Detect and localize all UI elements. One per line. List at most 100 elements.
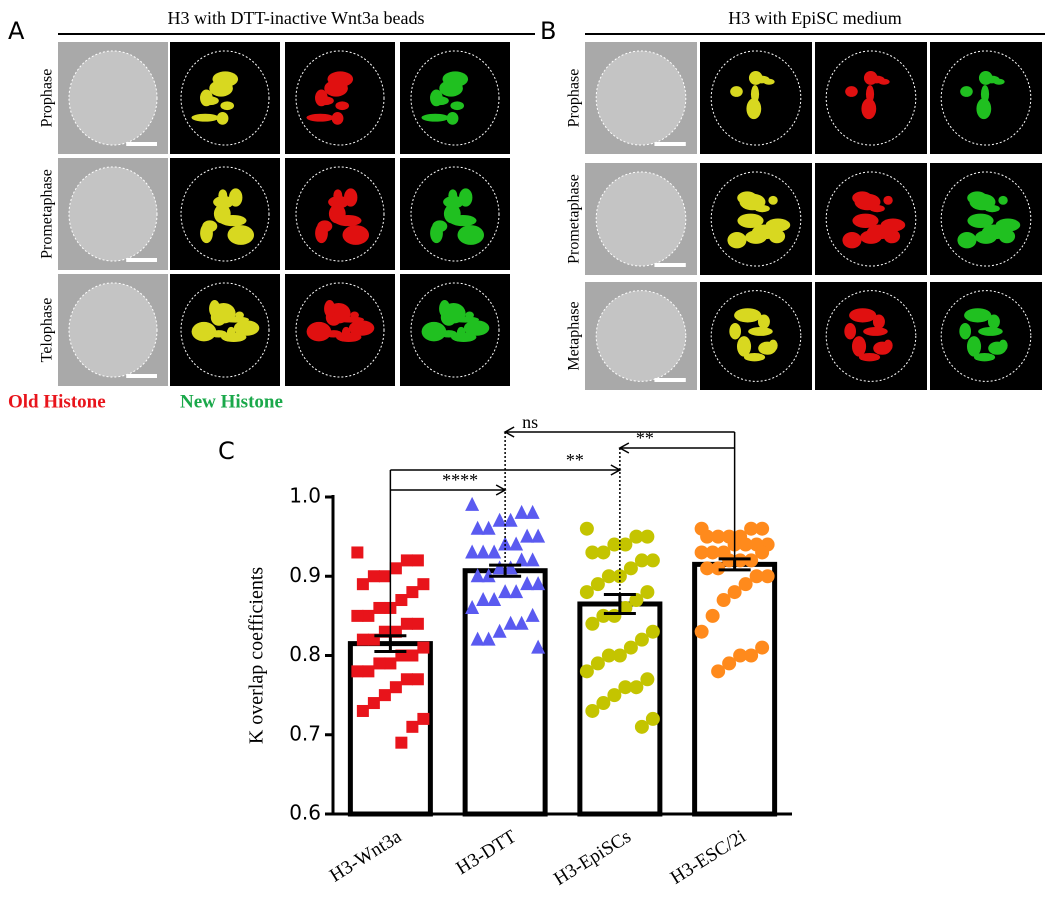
point (520, 576, 535, 591)
point (645, 553, 660, 568)
point (700, 529, 715, 544)
chromatin (324, 300, 336, 318)
chromatin (439, 300, 451, 318)
point (487, 592, 502, 607)
chromatin (331, 206, 345, 217)
point (760, 569, 775, 584)
chromatin (730, 86, 743, 97)
chromatin (966, 336, 982, 357)
point (417, 712, 430, 725)
point (509, 584, 524, 599)
arrowhead (495, 484, 507, 496)
point (705, 545, 720, 560)
point (481, 631, 496, 646)
point (465, 599, 480, 614)
point (711, 529, 726, 544)
point (406, 720, 419, 733)
point (738, 537, 753, 552)
y-tick-label: 0.6 (289, 801, 321, 825)
point (498, 536, 513, 551)
significance: **** (442, 470, 478, 490)
row-label: Prophase (39, 69, 56, 128)
point (514, 504, 529, 519)
chromatin (727, 231, 747, 249)
chromatin (883, 339, 893, 352)
chromatin (216, 112, 229, 125)
point (607, 688, 622, 703)
point (525, 504, 540, 519)
point (531, 528, 546, 543)
chromatin (306, 321, 332, 342)
chromatin (227, 225, 255, 245)
chromatin (228, 188, 243, 207)
point (755, 545, 770, 560)
micrograph (170, 274, 280, 386)
point (476, 592, 491, 607)
point (395, 594, 408, 607)
chromatin (739, 193, 766, 211)
chromatin (880, 218, 906, 232)
chromatin (872, 314, 885, 329)
chromatin (216, 206, 230, 217)
point (634, 553, 649, 568)
point (727, 585, 742, 600)
point (373, 657, 386, 670)
point (367, 697, 380, 710)
point (481, 520, 496, 535)
point (411, 554, 424, 567)
cell-outline (410, 50, 500, 146)
chromatin (342, 225, 370, 245)
row-label: Prophase (566, 69, 583, 128)
cell-outline (180, 50, 270, 146)
chromatin (849, 308, 877, 323)
chromatin (854, 193, 881, 211)
chromatin (421, 321, 447, 342)
chromatin (960, 86, 973, 97)
chromatin (851, 336, 867, 357)
micrograph (400, 274, 510, 386)
point (579, 585, 594, 600)
point (694, 624, 709, 639)
chromatin (315, 223, 328, 244)
chromatin (959, 322, 972, 340)
point (400, 617, 413, 630)
point (645, 711, 660, 726)
chromatin (736, 336, 752, 357)
point (640, 672, 655, 687)
chromatin (446, 112, 459, 125)
chromatin (987, 314, 1000, 329)
chromatin (465, 311, 474, 319)
point (711, 561, 726, 576)
point (744, 521, 759, 536)
micrograph (170, 42, 280, 154)
cell-outline (710, 171, 802, 267)
chromatin (976, 98, 992, 120)
chromatin (748, 327, 773, 336)
point (531, 576, 546, 591)
point (607, 537, 622, 552)
chromatin (746, 98, 762, 120)
point (417, 641, 430, 654)
x-tick-label: H3-ESC/2i (667, 826, 750, 889)
cell-outline (940, 50, 1032, 146)
chromatin (343, 188, 358, 207)
point (503, 560, 518, 575)
point (481, 568, 496, 583)
point (400, 554, 413, 567)
point (389, 681, 402, 694)
cell-outline (180, 166, 270, 262)
panel-label: A (8, 17, 25, 45)
y-tick-label: 0.8 (289, 642, 321, 666)
chromatin (333, 189, 343, 202)
point (525, 607, 540, 622)
panel-title: H3 with EpiSC medium (728, 8, 902, 28)
panel-label: C (218, 437, 235, 465)
bar (692, 561, 778, 817)
micrograph (815, 282, 927, 390)
micrograph (285, 42, 395, 154)
arrowhead (618, 442, 630, 454)
point (470, 631, 485, 646)
point (531, 639, 546, 654)
